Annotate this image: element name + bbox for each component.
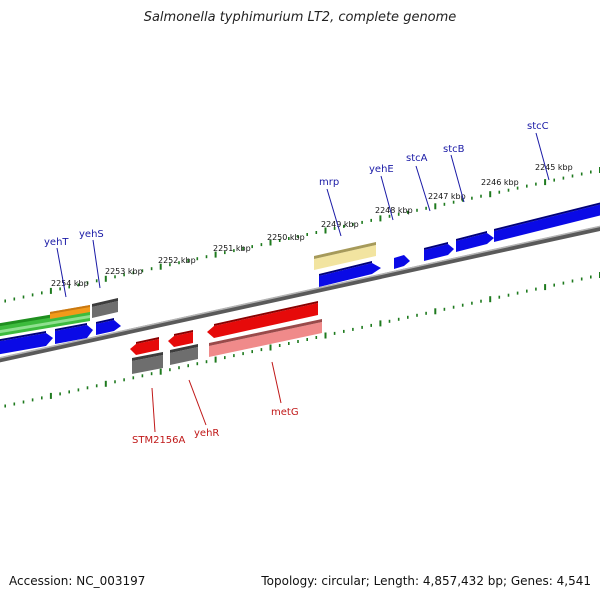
gene-label-yehS: yehS <box>79 229 104 240</box>
reverse-gene-labels: STM2156A yehR metG <box>132 361 299 446</box>
scale-label-2248: 2248 kbp <box>375 206 413 215</box>
feature-blue-arrow-stcC <box>494 202 600 242</box>
feature-blue-arrow-stcB <box>456 231 494 252</box>
gene-label-stcA: stcA <box>406 153 428 164</box>
feature-gray-STM2156A <box>132 352 163 374</box>
gene-label-metG: metG <box>271 407 299 418</box>
feature-gray-yehS <box>92 298 118 318</box>
reverse-features <box>130 301 322 374</box>
gene-label-mrp: mrp <box>319 177 339 188</box>
outer-scale-ticks <box>4 167 600 303</box>
accession-text: Accession: NC_003197 <box>9 574 146 588</box>
scale-labels: 2254 kbp 2253 kbp 2252 kbp 2251 kbp 2250… <box>51 163 573 288</box>
scale-label-2252: 2252 kbp <box>158 256 196 265</box>
gene-label-yehE: yehE <box>369 164 394 175</box>
gene-label-yehT: yehT <box>44 237 69 248</box>
forward-gene-labels: yehT yehS mrp yehE stcA stcB stcC <box>44 121 550 298</box>
feature-green-band <box>0 305 90 337</box>
feature-blue-arrow-2 <box>55 323 93 344</box>
scale-label-2249: 2249 kbp <box>321 220 359 229</box>
feature-red-arrow-metG <box>207 301 318 338</box>
feature-yellow-mrp <box>314 242 376 270</box>
scale-label-2254: 2254 kbp <box>51 279 89 288</box>
feature-red-arrow-yehR <box>168 330 193 347</box>
scale-label-2245: 2245 kbp <box>535 163 573 172</box>
gene-label-stcB: stcB <box>443 144 465 155</box>
inner-scale-ticks <box>4 272 600 408</box>
topology-text: Topology: circular; Length: 4,857,432 bp… <box>261 574 591 588</box>
feature-red-arrow-STM2156A <box>130 337 159 355</box>
scale-label-2253: 2253 kbp <box>105 267 143 276</box>
gene-label-stcC: stcC <box>527 121 549 132</box>
gene-label-yehR: yehR <box>194 428 219 439</box>
feature-blue-arrow-stcA <box>424 242 454 261</box>
scale-label-2247: 2247 kbp <box>428 192 466 201</box>
feature-blue-arrow-1 <box>0 331 53 355</box>
feature-blue-arrow-yehE <box>394 255 410 269</box>
forward-features <box>0 202 600 355</box>
gene-label-STM2156A: STM2156A <box>132 435 186 446</box>
scale-label-2250: 2250 kbp <box>267 233 305 242</box>
genome-backbone <box>0 225 600 363</box>
scale-label-2251: 2251 kbp <box>213 244 251 253</box>
map-title: Salmonella typhimurium LT2, complete gen… <box>143 10 457 25</box>
feature-pink-metG <box>209 319 322 357</box>
scale-label-2246: 2246 kbp <box>481 178 519 187</box>
feature-blue-arrow-mrp <box>319 261 381 287</box>
feature-blue-arrow-3 <box>96 318 121 335</box>
feature-gray-yehR <box>170 344 198 365</box>
